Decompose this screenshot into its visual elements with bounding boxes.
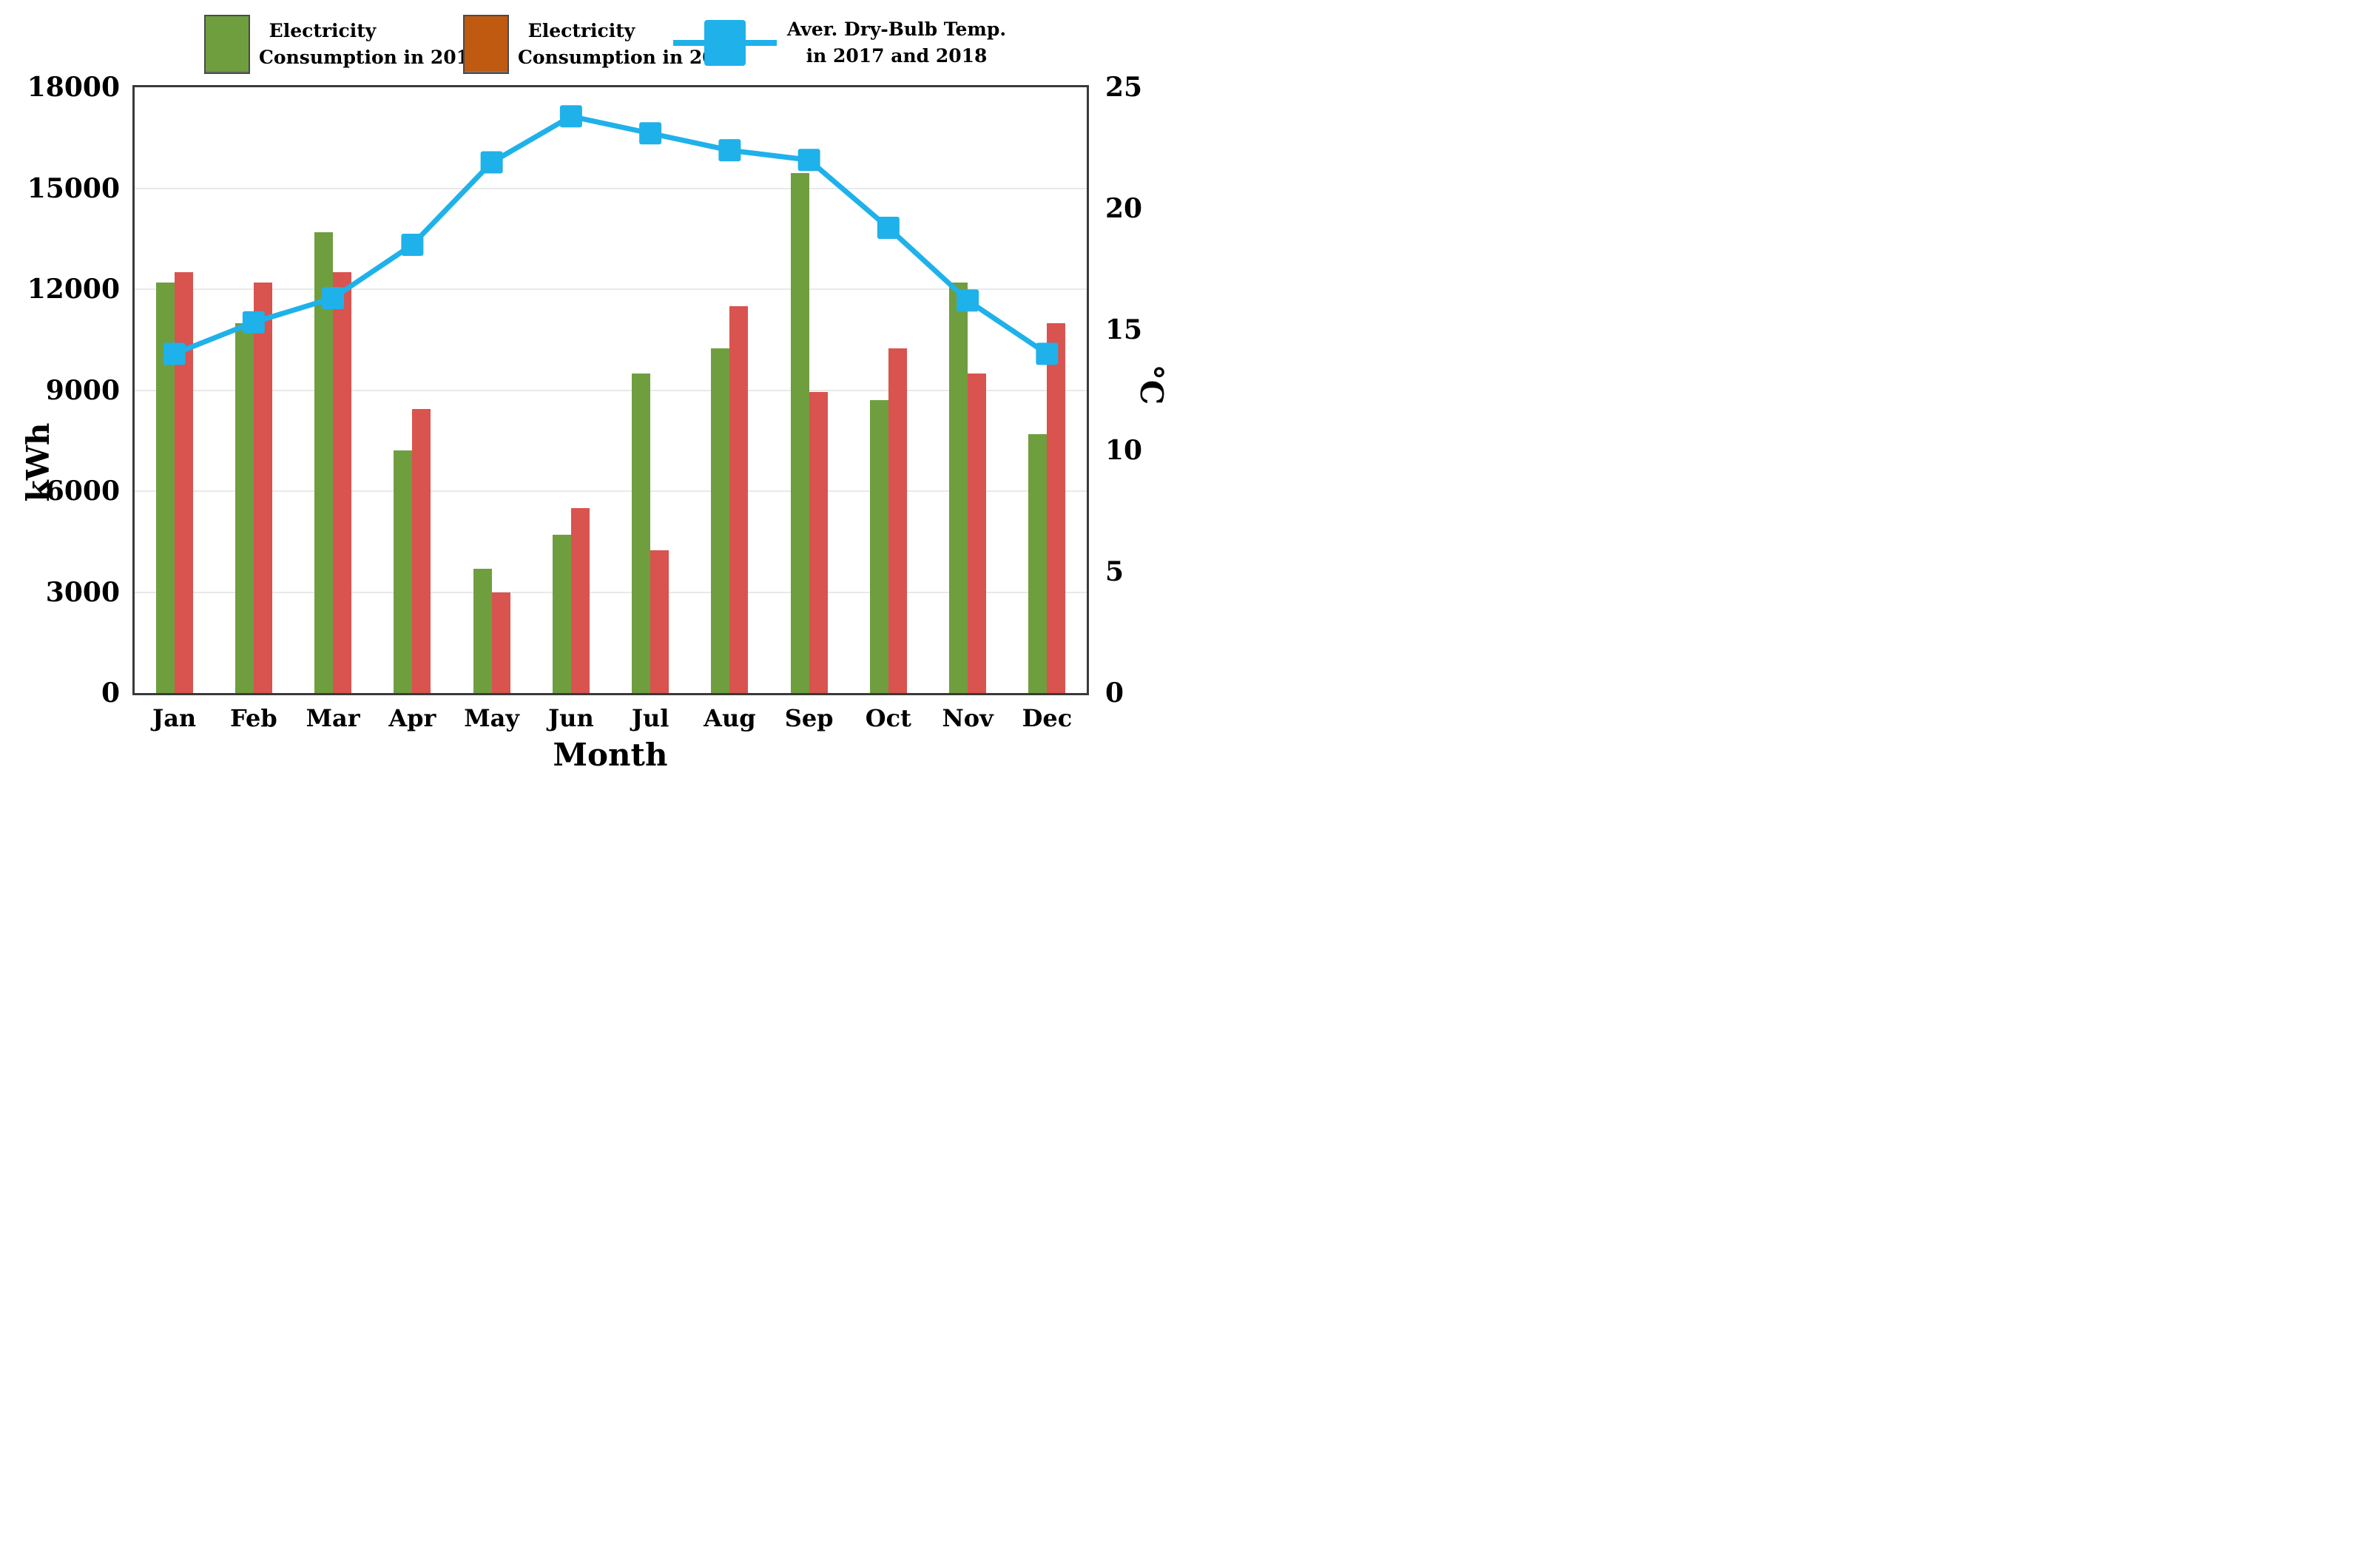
gridline-12000 [135, 288, 1087, 290]
bar-2017-Aug [711, 348, 730, 693]
month-label-Sep: Sep [784, 704, 834, 732]
legend-temp-square [704, 20, 746, 66]
left-tick-3000: 3000 [45, 576, 120, 608]
bar-2017-Jul [632, 373, 651, 693]
legend-label-2018: Electricity Consumption in 2018 [518, 18, 741, 71]
month-label-Jul: Jul [631, 704, 669, 732]
legend-label-2017: Electricity Consumption in 2017 [259, 18, 482, 71]
legend-label-temp: Aver. Dry-Bulb Temp. in 2017 and 2018 [786, 16, 1008, 70]
month-label-Apr: Apr [388, 704, 436, 732]
month-label-Mar: Mar [306, 704, 360, 732]
temp-line [173, 113, 1049, 356]
month-label-Jan: Jan [152, 704, 197, 732]
left-tick-18000: 18000 [27, 72, 120, 103]
temp-marker-May [480, 151, 503, 174]
right-tick-5: 5 [1105, 556, 1124, 588]
bar-2017-Apr [394, 450, 413, 693]
bar-2018-Jul [650, 550, 669, 693]
gridline-9000 [135, 389, 1087, 391]
temp-marker-Sep [797, 149, 820, 172]
left-axis-title: kWh [20, 422, 56, 502]
temp-marker-Jun [559, 105, 582, 128]
gridline-6000 [135, 490, 1087, 492]
left-tick-9000: 9000 [45, 374, 120, 406]
bar-2018-Aug [729, 305, 749, 693]
legend-item-temp: Aver. Dry-Bulb Temp. in 2017 and 2018 [673, 15, 1008, 71]
bar-2018-Dec [1047, 322, 1066, 693]
legend-label-2018-line1: Electricity [527, 20, 635, 41]
temp-marker-Dec [1036, 342, 1059, 365]
bar-2018-Jun [570, 507, 590, 693]
bar-2018-Sep [809, 391, 828, 693]
combo-chart-figure: Electricity Consumption in 2017 Electric… [0, 0, 1184, 784]
bar-2017-Nov [949, 282, 968, 693]
left-tick-0: 0 [101, 677, 120, 709]
bar-2018-Jan [174, 272, 193, 693]
legend-label-2018-line2: Consumption in 2018 [518, 47, 741, 68]
bar-2017-May [473, 568, 492, 693]
month-label-Aug: Aug [704, 704, 756, 732]
bar-2018-Apr [412, 408, 431, 693]
legend-label-temp-line2: in 2017 and 2018 [806, 45, 988, 67]
bar-2017-Sep [790, 173, 809, 693]
legend-label-temp-line1: Aver. Dry-Bulb Temp. [786, 18, 1007, 40]
right-tick-20: 20 [1105, 192, 1143, 224]
temp-line-layer [163, 105, 1059, 365]
legend-swatch-2018 [463, 15, 509, 74]
temp-marker-Jan [163, 342, 186, 365]
x-axis-title: Month [553, 737, 668, 773]
month-label-May: May [464, 704, 519, 732]
month-label-Oct: Oct [865, 704, 911, 732]
temp-marker-Nov [957, 289, 979, 312]
legend-item-2017: Electricity Consumption in 2017 [204, 15, 482, 74]
gridline-15000 [135, 187, 1087, 189]
temp-marker-Feb [242, 311, 265, 334]
legend-swatch-2017 [204, 15, 250, 74]
temp-marker-Oct [877, 217, 900, 240]
temp-marker-Mar [322, 287, 345, 310]
temp-marker-Jul [639, 122, 662, 145]
bar-2018-Oct [888, 348, 907, 693]
bar-2018-Feb [253, 282, 272, 693]
right-axis-title: °C [1133, 364, 1170, 405]
gridline-3000 [135, 591, 1087, 593]
left-tick-12000: 12000 [27, 274, 120, 305]
month-label-Dec: Dec [1022, 704, 1073, 732]
bar-2018-May [491, 592, 510, 693]
temp-marker-Aug [718, 139, 741, 162]
month-label-Nov: Nov [942, 704, 994, 732]
legend-label-2017-line1: Electricity [269, 20, 377, 41]
bar-2017-Dec [1028, 433, 1048, 693]
right-tick-25: 25 [1105, 72, 1143, 103]
legend-label-2017-line2: Consumption in 2017 [259, 47, 482, 68]
right-tick-10: 10 [1105, 435, 1143, 467]
bar-2018-Nov [968, 373, 987, 693]
right-tick-0: 0 [1105, 677, 1124, 709]
bar-2017-Jun [552, 535, 571, 693]
month-label-Feb: Feb [230, 704, 277, 732]
temp-marker-Apr [401, 233, 424, 256]
bar-2017-Feb [235, 322, 254, 693]
legend-item-2018: Electricity Consumption in 2018 [463, 15, 741, 74]
month-label-Jun: Jun [548, 704, 594, 732]
left-tick-6000: 6000 [45, 476, 120, 507]
bar-2018-Mar [333, 272, 352, 693]
left-tick-15000: 15000 [27, 172, 120, 204]
bar-2017-Oct [869, 400, 888, 693]
legend-line-marker-icon [673, 15, 777, 71]
right-tick-15: 15 [1105, 314, 1143, 345]
plot-area [132, 85, 1089, 695]
